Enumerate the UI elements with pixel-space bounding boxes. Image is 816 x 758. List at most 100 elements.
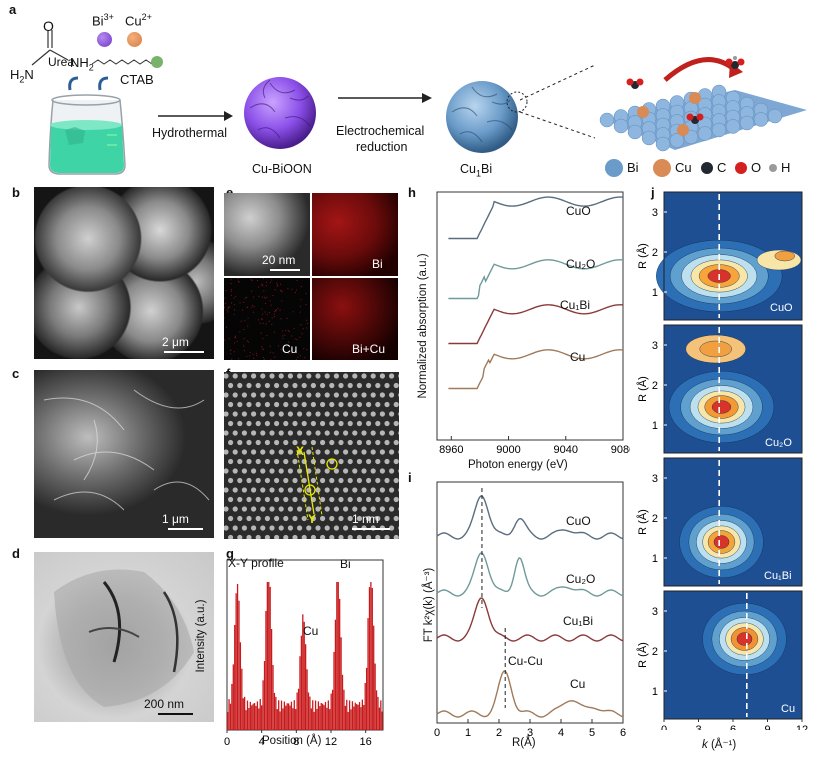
g-bar (310, 708, 312, 730)
hydrothermal-label: Hydrothermal (152, 126, 228, 140)
atom-column (260, 525, 266, 531)
cu-signal-dot (269, 300, 271, 302)
wt-ytick-label: 3 (652, 340, 658, 352)
h-series-cuo: CuO (566, 204, 591, 218)
g-bar (256, 701, 259, 730)
g-bar (323, 705, 325, 730)
h-ylabel: Normalized absorption (a.u.) (417, 253, 429, 399)
g-bar (373, 625, 375, 730)
g-bar (280, 700, 283, 730)
cu-signal-dot (251, 279, 254, 281)
atom-column (278, 487, 284, 493)
g-bar (368, 587, 371, 730)
atom-column (310, 515, 316, 522)
i-xtick-label: 6 (620, 727, 626, 739)
atom-column (224, 525, 229, 531)
atom-column (246, 515, 252, 522)
cu-signal-dot (228, 338, 230, 340)
atom-column (269, 392, 275, 398)
atom-column (393, 401, 399, 408)
cu-signal-dot (270, 358, 272, 360)
cu-signal-dot (269, 345, 271, 347)
g-bar (249, 701, 251, 730)
atom-column (251, 487, 257, 493)
g-bar (252, 703, 254, 730)
atom-column (264, 439, 270, 446)
cu-signal-dot (244, 320, 246, 322)
cu-signal-dot (299, 305, 301, 307)
atom-column (375, 382, 381, 389)
cu-signal-dot (282, 337, 284, 340)
g-bar (365, 667, 368, 730)
wt-xtick-label: 12 (796, 724, 808, 730)
atom-column (398, 469, 399, 473)
h-series-cu1bi: Cu₁Bi (560, 298, 591, 312)
cu-signal-dot (305, 319, 308, 321)
exafs-chart: 0 1 2 3 4 5 6 (434, 481, 626, 739)
atom-column (384, 496, 390, 503)
g-bar (351, 701, 354, 730)
oxygen-atom (737, 58, 745, 66)
atom-column (306, 506, 312, 512)
atom-column (315, 392, 321, 398)
panel-b-label: b (12, 185, 20, 200)
cu-signal-dot (280, 290, 282, 292)
atom-column (251, 506, 257, 512)
atom-column (384, 420, 390, 427)
atom-column (224, 411, 229, 417)
atom-column (264, 420, 270, 427)
atom-column (315, 506, 321, 512)
cu-signal-dot (234, 336, 237, 338)
atom-column (315, 525, 321, 531)
g-bar (263, 661, 266, 730)
i-annotation-cucu: Cu-Cu (508, 654, 543, 668)
cu-signal-dot (227, 306, 229, 308)
atom-column (283, 458, 289, 465)
cu-biooon-label: Cu-BiOON (252, 162, 312, 176)
atom-column (393, 382, 399, 389)
atom-column (343, 392, 349, 398)
atom-column (389, 487, 395, 493)
cu-signal-dot (253, 357, 255, 359)
oxygen-atom (626, 78, 634, 86)
bi-atom (739, 115, 755, 131)
h-series-line (448, 349, 624, 390)
atom-column (343, 506, 349, 512)
atom-column (306, 411, 312, 417)
urea-o: O (43, 18, 54, 34)
cu-signal-dot (262, 348, 264, 350)
atom-column (329, 477, 335, 484)
cu-signal-dot (263, 358, 265, 360)
i-series-cu1bi: Cu₁Bi (563, 614, 594, 628)
atom-column (269, 487, 275, 493)
atom-column (292, 534, 298, 539)
cu-signal-dot (231, 358, 233, 360)
atom-column (338, 420, 344, 427)
atom-column (292, 439, 298, 446)
cu1bi-label: Cu1Bi (460, 162, 493, 179)
cu-signal-dot (291, 335, 293, 337)
bi-atom (753, 112, 769, 127)
atom-column (228, 496, 234, 503)
atom-column (398, 450, 399, 454)
cu-signal-dot (300, 324, 302, 326)
cu-signal-dot (272, 352, 274, 354)
i-xtick-label: 0 (434, 727, 440, 739)
atom-column (251, 468, 257, 474)
atom-column (297, 373, 303, 379)
atom-column (320, 534, 326, 539)
g-xtick-label: 12 (325, 736, 337, 748)
atom-column (389, 430, 395, 436)
eds-cu-label: Cu (282, 342, 298, 356)
atom-column (237, 534, 243, 539)
g-bar (245, 710, 247, 730)
cu-signal-dot (243, 328, 245, 331)
bi-atom (655, 136, 671, 152)
cu-signal-dot (286, 317, 288, 319)
atom-column (283, 420, 289, 427)
wt-frame (663, 324, 803, 454)
x-marker: X (296, 444, 305, 458)
reaction-arrow (663, 57, 737, 82)
cu-signal-dot (300, 299, 302, 301)
atom-column (370, 468, 376, 474)
